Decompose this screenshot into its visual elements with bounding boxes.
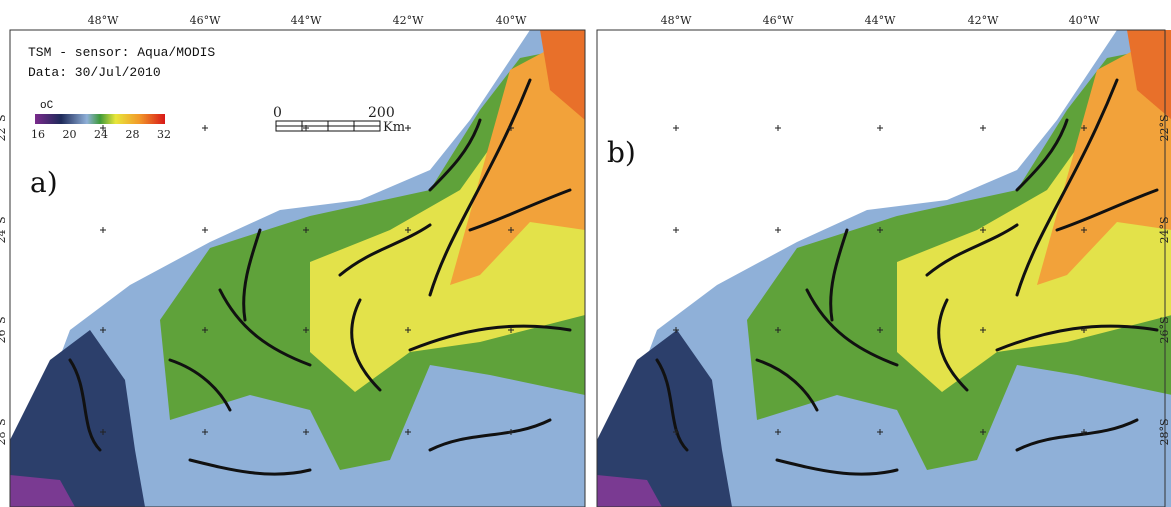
scale-start: 0 [273,105,282,121]
colorbar-label: 20 [63,128,77,141]
lon-label: 42°W [968,14,999,27]
lat-label: 24°S [0,216,8,243]
colorbar-label: 16 [31,128,45,141]
lon-label: 44°W [291,14,322,27]
lat-label: 28°S [0,418,8,445]
lon-label: 44°W [865,14,896,27]
scale-unit: Km [383,120,405,135]
lat-label: 26°S [1158,316,1171,343]
legend-unit: oC [40,100,54,112]
lat-label: 26°S [0,316,8,343]
lon-label: 40°W [1069,14,1100,27]
scale-end: 200 [368,105,395,121]
lon-label: 48°W [661,14,692,27]
panel-b [597,30,1171,507]
lon-label: 40°W [496,14,527,27]
lon-label: 42°W [393,14,424,27]
panel-label: a) [30,166,58,199]
panel-a [10,30,585,507]
colorbar [35,114,165,124]
scale-bar [276,121,380,131]
lon-label: 48°W [88,14,119,27]
colorbar-label: 24 [94,128,108,141]
colorbar-label: 28 [126,128,140,141]
colorbar-label: 32 [157,128,171,141]
lon-label: 46°W [190,14,221,27]
panel-label: b) [607,136,636,169]
lat-label: 22°S [1158,114,1171,141]
lat-label: 22°S [0,114,8,141]
lon-label: 46°W [763,14,794,27]
legend-date: Data: 30/Jul/2010 [28,65,161,80]
legend-title: TSM - sensor: Aqua/MODIS [28,45,215,60]
lat-label: 28°S [1158,418,1171,445]
figure: TSM - sensor: Aqua/MODIS Data: 30/Jul/20… [0,0,1171,507]
lat-label: 24°S [1158,216,1171,243]
